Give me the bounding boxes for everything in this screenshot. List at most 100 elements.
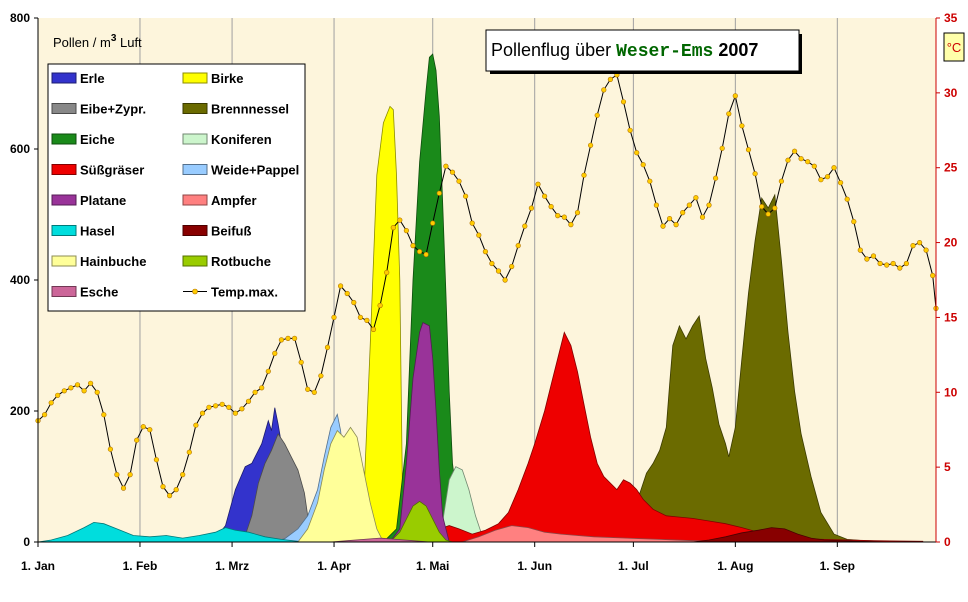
temperature-point-16: [140, 424, 146, 430]
temperature-point-91: [634, 150, 640, 156]
area-hainbuche: [297, 426, 385, 543]
temperature-point-7: [81, 388, 87, 394]
temperature-point-54: [390, 225, 396, 231]
temperature-point-43: [318, 373, 324, 379]
y2-tick-label-30: 30: [944, 86, 958, 100]
area-birke: [356, 105, 404, 543]
temperature-point-12: [114, 472, 120, 478]
legend-label-beifuss: Beifuß: [211, 224, 252, 239]
legend-swatch-erle: [51, 72, 77, 84]
temperature-point-78: [548, 204, 554, 210]
temperature-point-49: [357, 314, 364, 321]
y-axis-label: Pollen / m3 Luft: [53, 33, 142, 50]
temperature-point-108: [745, 147, 752, 153]
temperature-point-123: [844, 196, 850, 202]
temperature-point-28: [219, 401, 225, 407]
temperature-point-124: [851, 219, 857, 225]
y2-tick-label-5: 5: [944, 460, 951, 474]
x-tick-label-1-jan: 1. Jan: [21, 559, 55, 573]
legend-label-temp-max: Temp.max.: [211, 285, 278, 300]
temperature-point-57: [410, 243, 416, 249]
temperature-point-127: [870, 253, 877, 259]
temperature-point-11: [107, 446, 113, 452]
y2-tick-label-15: 15: [944, 310, 958, 324]
temperature-point-58: [417, 249, 423, 255]
temperature-point-52: [377, 302, 383, 309]
temperature-point-121: [831, 165, 837, 171]
legend-swatch-hainbuche: [51, 255, 77, 267]
legend-label-weide-pappel: Weide+Pappel: [211, 163, 299, 178]
legend-label-suessgr-ser: Süßgräser: [80, 163, 144, 178]
temperature-point-93: [647, 178, 653, 184]
temperature-series: [35, 72, 939, 499]
legend-label-ampfer: Ampfer: [211, 193, 257, 208]
temperature-point-89: [620, 99, 627, 105]
temperature-point-21: [173, 487, 179, 493]
temperature-point-1: [41, 412, 48, 418]
y2-tick-label-10: 10: [944, 385, 958, 399]
title-prefix: Pollenflug über: [491, 40, 611, 60]
temperature-point-136: [930, 272, 936, 279]
temperature-point-41: [305, 386, 311, 392]
legend-label-eiche: Eiche: [80, 132, 115, 147]
temperature-point-135: [923, 247, 929, 253]
x-tick-label-1-apr: 1. Apr: [317, 559, 351, 573]
temperature-point-103: [712, 175, 719, 181]
y-tick-label-800: 800: [10, 11, 30, 25]
area-rotbuche: [389, 500, 453, 543]
temperature-point-40: [298, 359, 304, 365]
legend-swatch-eiche: [51, 133, 77, 145]
title-region: Weser-Ems: [616, 42, 713, 62]
temperature-point-38: [285, 335, 291, 342]
legend-swatch-platane: [51, 194, 77, 206]
svg-text:Pollenflug über Weser-Em: Pollenflug über Weser-Ems 2007: [491, 40, 758, 62]
temperature-point-53: [384, 269, 390, 276]
pollen-areas: [37, 53, 924, 543]
temperature-point-113: [778, 178, 785, 184]
y-tick-label-400: 400: [10, 273, 30, 287]
temperature-point-32: [245, 398, 252, 404]
x-axis-ticks: 1. Jan 1. Feb 1. Mrz 1. Apr 1. Mai 1. Jun 1. J…: [21, 542, 855, 573]
temperature-point-75: [528, 205, 535, 211]
temperature-point-85: [594, 112, 600, 118]
temperature-point-22: [180, 472, 186, 478]
temperature-point-61: [436, 190, 442, 196]
x-tick-label-1-aug: 1. Aug: [717, 559, 753, 573]
x-tick-label-1-jun: 1. Jun: [517, 559, 552, 573]
legend-label-eibe-zypr: Eibe+Zypr.: [80, 102, 146, 117]
temperature-point-45: [331, 314, 337, 321]
temperature-point-95: [660, 223, 666, 229]
temperature-point-47: [344, 290, 350, 297]
y2-unit-box: °C: [943, 32, 965, 62]
y2-tick-label-35: 35: [944, 11, 958, 25]
temperature-point-99: [686, 202, 692, 208]
temperature-point-20: [167, 493, 173, 499]
area-beifuss: [692, 527, 890, 543]
y-tick-label-0: 0: [23, 535, 30, 549]
legend-swatch-weide-pappel: [182, 164, 208, 175]
temperature-point-68: [482, 249, 489, 255]
temperature-point-120: [824, 174, 831, 180]
temperature-point-51: [370, 326, 377, 333]
legend-swatch-hasel: [51, 225, 77, 236]
y-tick-label-600: 600: [10, 142, 30, 156]
temperature-point-59: [423, 251, 429, 258]
legend-label-birke: Birke: [211, 71, 244, 86]
temperature-point-4: [61, 388, 67, 394]
temperature-point-96: [666, 216, 673, 222]
temperature-point-133: [910, 243, 916, 249]
temperature-point-111: [765, 211, 771, 217]
temperature-point-101: [699, 214, 706, 220]
temperature-point-60: [430, 220, 436, 226]
x-tick-label-1-jul: 1. Jul: [618, 559, 649, 573]
temperature-point-2: [48, 400, 54, 406]
temperature-point-39: [292, 335, 298, 342]
temperature-point-94: [653, 202, 660, 208]
y-axis-label-sup: 3: [111, 33, 117, 44]
temperature-point-81: [568, 222, 574, 228]
temperature-point-50: [364, 317, 370, 324]
temperature-point-25: [199, 410, 206, 416]
temperature-point-18: [153, 457, 159, 463]
temperature-point-92: [640, 162, 646, 168]
